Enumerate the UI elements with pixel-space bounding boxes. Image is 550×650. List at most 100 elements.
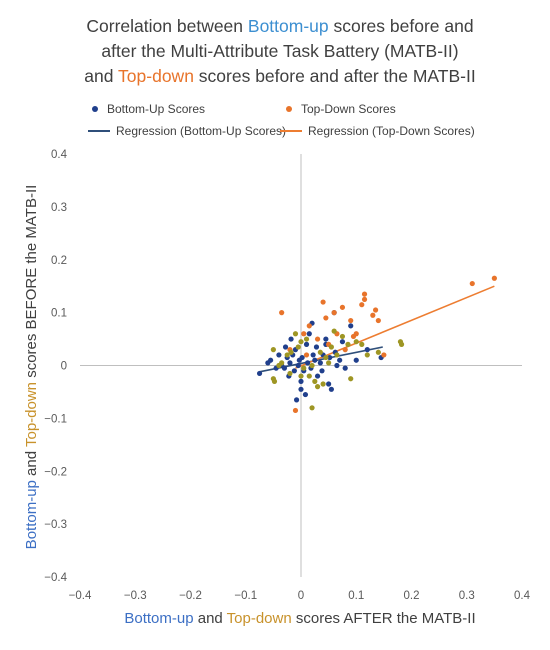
data-point: [323, 354, 329, 361]
data-point: [295, 362, 301, 369]
data-point: [361, 296, 368, 303]
data-point: [301, 365, 307, 371]
y-tick-label: −0.1: [44, 413, 67, 425]
data-point: [328, 386, 334, 392]
y-tick-label: 0.4: [51, 149, 68, 161]
data-point: [270, 347, 276, 353]
y-title-text: and: [23, 447, 40, 481]
data-point: [326, 381, 332, 387]
data-point: [291, 368, 297, 374]
data-point: [328, 344, 334, 350]
title-line-3: and Top-down scores before and after the…: [20, 64, 540, 89]
data-point: [310, 352, 316, 358]
data-point: [353, 339, 359, 345]
title-text: scores before and after the MATB-II: [193, 66, 476, 86]
data-point: [302, 391, 309, 398]
y-title-text: scores BEFORE the MATB-II: [23, 184, 40, 382]
data-point: [375, 317, 381, 324]
data-point: [339, 304, 346, 310]
data-point: [469, 280, 475, 287]
data-point: [339, 339, 346, 345]
data-point: [364, 347, 370, 353]
data-point: [342, 347, 348, 353]
data-points-layer: [256, 275, 497, 414]
data-point: [320, 381, 326, 387]
data-point: [279, 360, 285, 366]
data-point: [306, 323, 312, 329]
data-point: [301, 331, 307, 337]
data-point: [312, 378, 318, 384]
y-tick-label: 0.3: [51, 202, 67, 214]
title-line-2: after the Multi-Attribute Task Battery (…: [101, 41, 459, 61]
x-title-bottom-up: Bottom-up: [124, 610, 194, 627]
data-point: [372, 307, 379, 313]
data-point: [303, 341, 310, 347]
data-point: [345, 341, 351, 347]
data-point: [282, 344, 289, 350]
data-point: [256, 370, 263, 377]
title-highlight-top-down: Top-down: [118, 66, 194, 86]
data-point: [298, 378, 304, 384]
data-point: [281, 365, 288, 371]
data-point: [292, 407, 299, 414]
data-point: [298, 339, 304, 345]
title-line-1: Correlation between Bottom-up scores bef…: [20, 14, 540, 39]
data-point: [491, 275, 497, 281]
y-tick-label: −0.4: [44, 572, 67, 584]
y-tick-label: 0.2: [51, 255, 67, 267]
title-text: and: [84, 66, 119, 86]
chart-title: Correlation between Bottom-up scores bef…: [20, 14, 540, 89]
data-point: [359, 341, 365, 347]
regression-line: [295, 285, 495, 369]
x-tick-label: −0.2: [179, 590, 202, 602]
x-tick-label: 0.3: [459, 590, 475, 602]
tick-labels-layer: −0.4 −0.3 −0.2 −0.1 0 0.1 0.2 0.3 0.4 0.4 0.3 0.2 0.…: [44, 149, 530, 602]
data-point: [293, 397, 300, 403]
y-title-top-down: Top-down: [23, 381, 40, 448]
data-point: [353, 357, 359, 363]
data-point: [331, 328, 337, 334]
data-point: [309, 405, 315, 411]
data-point: [314, 336, 321, 342]
data-point: [348, 317, 354, 324]
data-point: [381, 352, 387, 358]
data-point: [284, 352, 290, 358]
data-point: [337, 357, 343, 363]
data-point: [353, 331, 359, 337]
data-point: [320, 299, 326, 305]
x-title-top-down: Top-down: [226, 610, 292, 627]
title-highlight-bottom-up: Bottom-up: [247, 16, 329, 36]
data-point: [375, 349, 381, 355]
data-point: [359, 302, 365, 308]
data-point: [348, 323, 354, 329]
data-point: [309, 362, 315, 369]
regression-lines-layer: [259, 285, 495, 373]
data-point: [331, 310, 337, 316]
data-point: [342, 365, 348, 371]
data-point: [268, 357, 274, 363]
data-point: [271, 378, 278, 384]
title-text: scores before and: [328, 16, 474, 36]
data-point: [306, 331, 312, 337]
data-point: [323, 315, 329, 321]
data-point: [361, 291, 368, 297]
x-tick-label: 0.4: [514, 590, 531, 602]
x-tick-label: −0.3: [124, 590, 147, 602]
y-title-bottom-up: Bottom-up: [23, 480, 40, 550]
data-point: [317, 349, 323, 355]
data-point: [370, 312, 376, 318]
data-point: [313, 344, 320, 350]
y-tick-label: 0.1: [51, 308, 67, 320]
y-tick-label: −0.3: [44, 519, 67, 531]
data-point: [334, 352, 340, 358]
data-point: [317, 360, 323, 366]
data-point: [319, 368, 325, 374]
data-point: [276, 352, 282, 358]
data-point: [312, 357, 318, 363]
data-point: [303, 336, 310, 342]
data-point: [314, 373, 321, 379]
data-point: [303, 352, 310, 358]
y-axis-title: Bottom-up and Top-down scores BEFORE the…: [22, 157, 42, 577]
x-tick-label: 0: [298, 590, 304, 602]
